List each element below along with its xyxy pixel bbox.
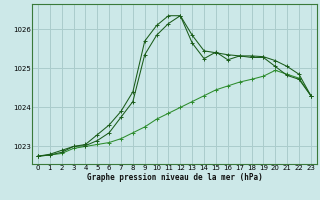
X-axis label: Graphe pression niveau de la mer (hPa): Graphe pression niveau de la mer (hPa) xyxy=(86,173,262,182)
